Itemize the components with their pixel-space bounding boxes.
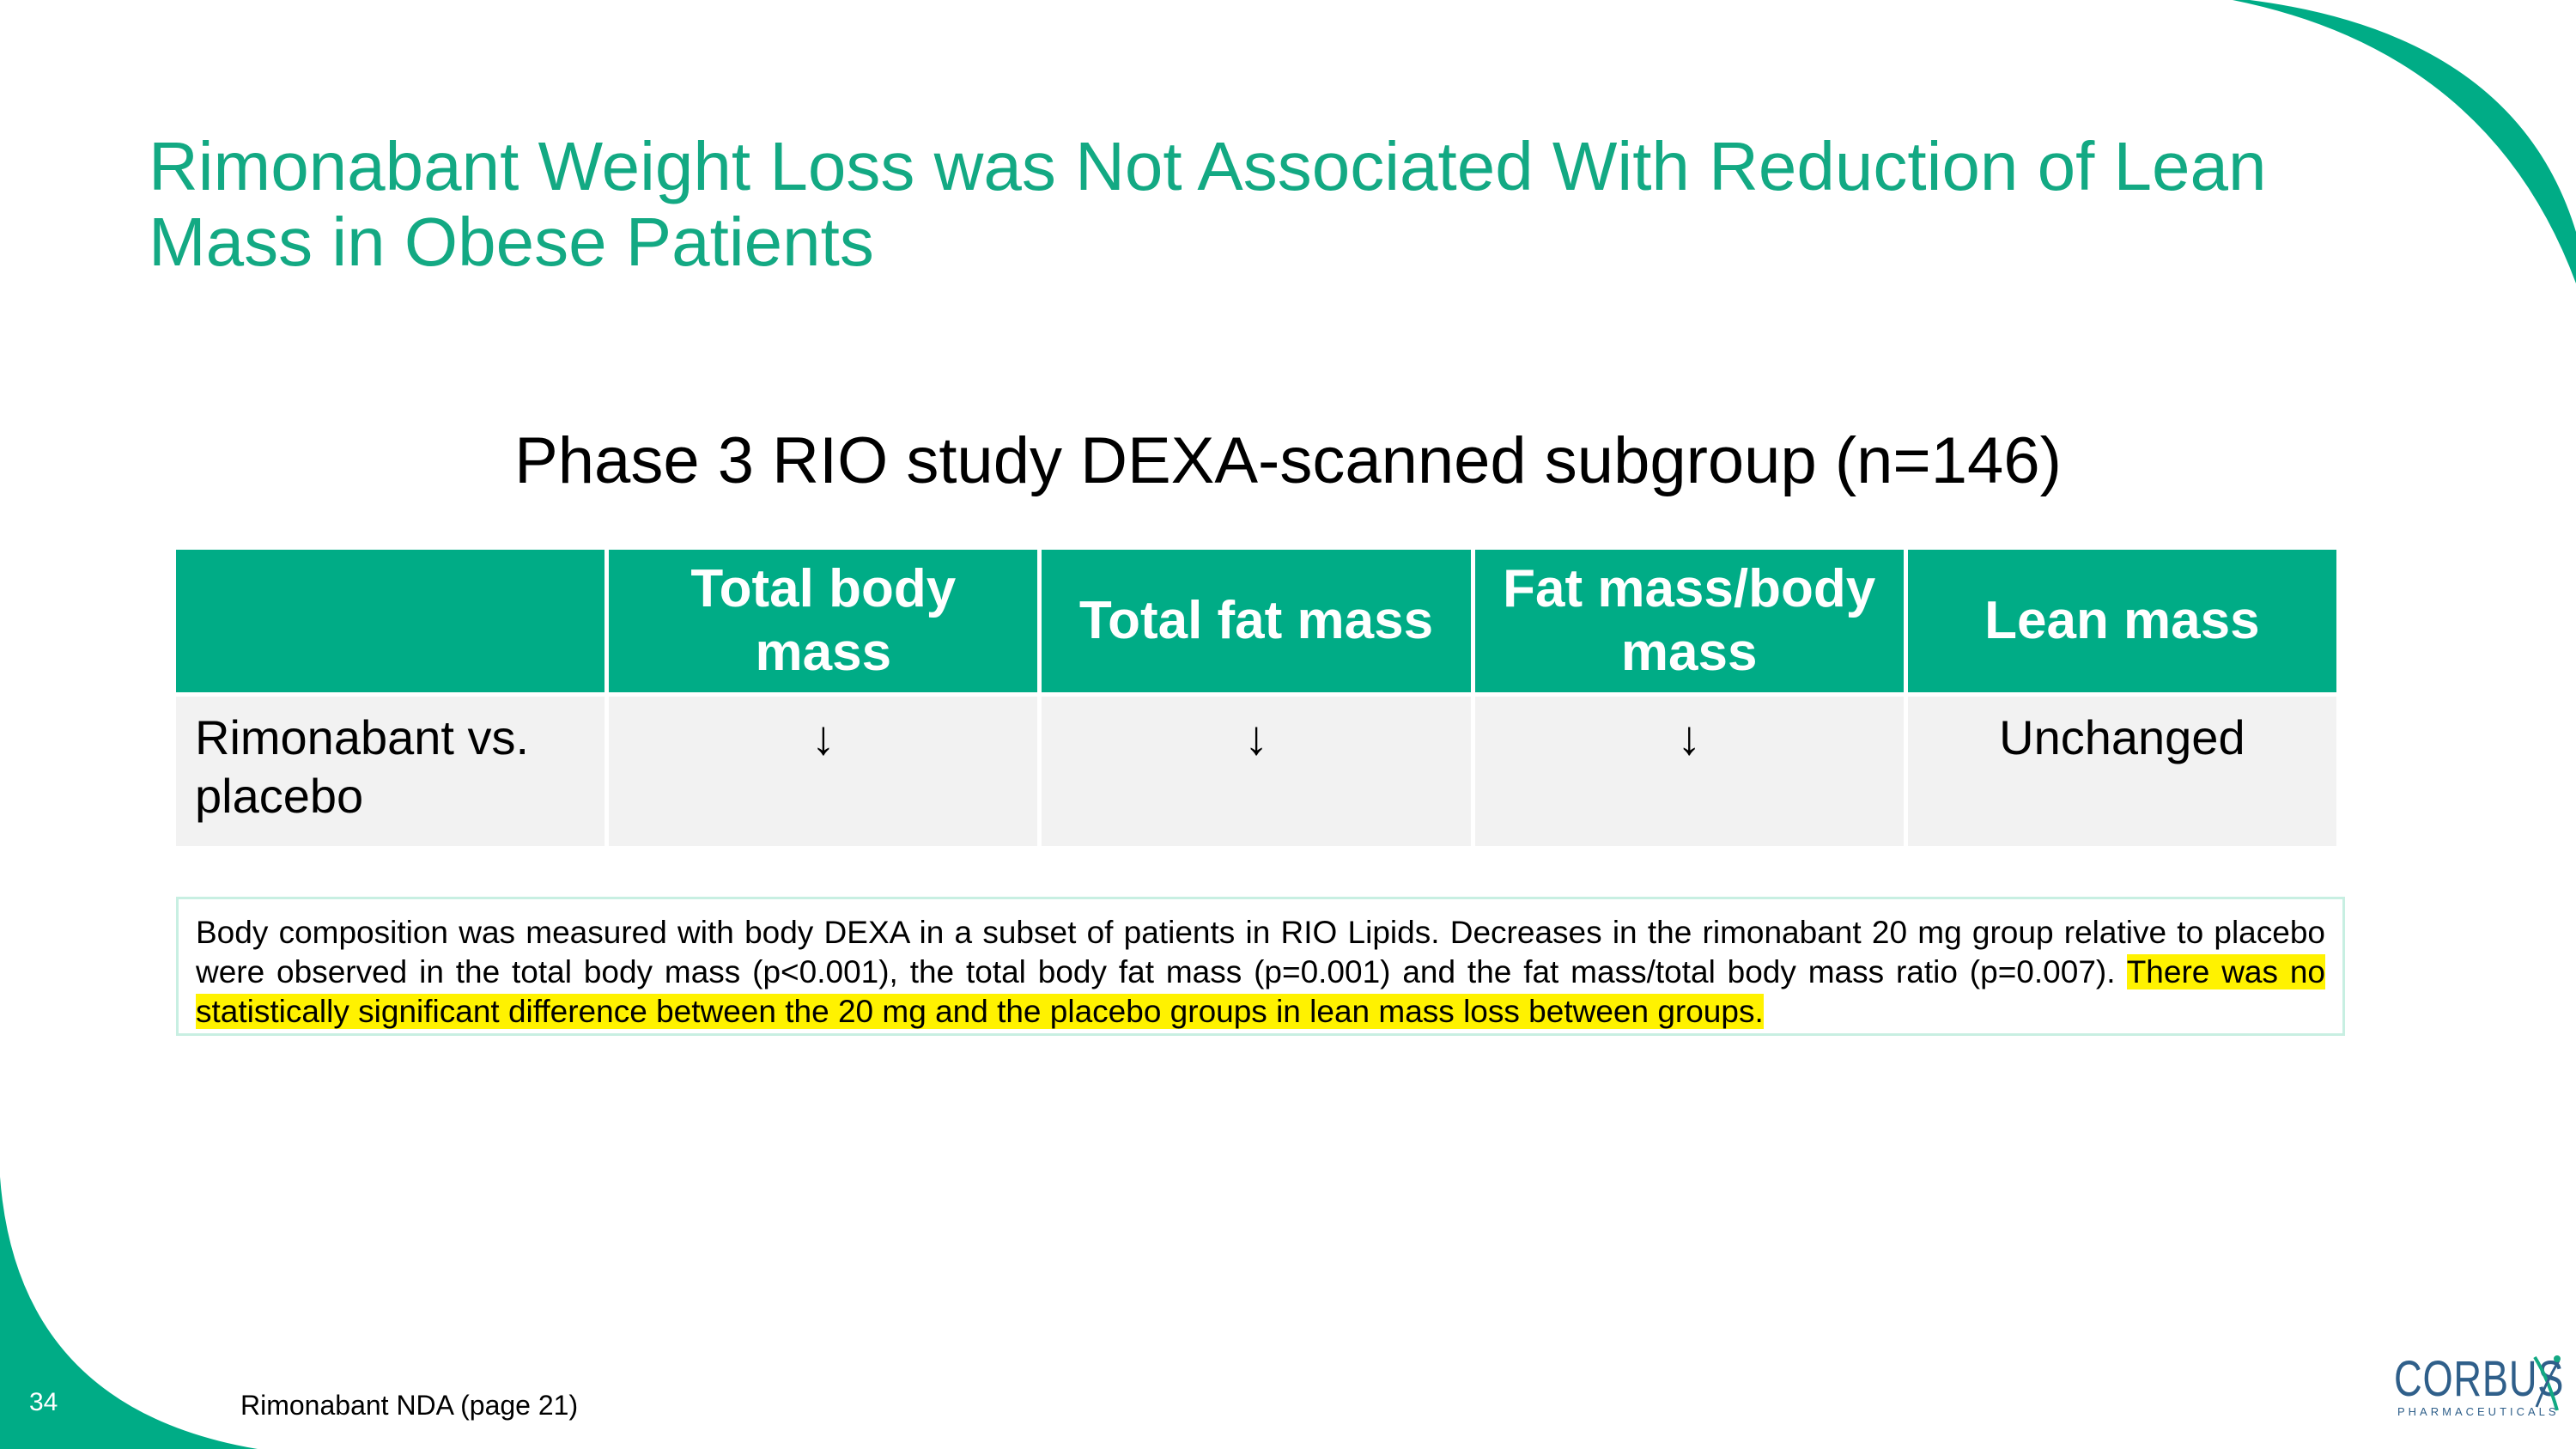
bottom-left-arc xyxy=(0,1177,258,1449)
corbus-x-mark-icon xyxy=(2533,1355,2561,1411)
logo-tagline: PHARMACEUTICALS xyxy=(2397,1405,2560,1418)
header-lean-mass: Lean mass xyxy=(1903,545,2342,697)
header-total-fat-mass: Total fat mass xyxy=(1037,545,1475,697)
page-number: 34 xyxy=(29,1388,58,1416)
slide-title: Rimonabant Weight Loss was Not Associate… xyxy=(149,128,2267,280)
down-arrow-icon: ↓ xyxy=(1037,692,1475,850)
corbus-logo: CORBUS PHARMACEUTICALS xyxy=(2387,1350,2567,1428)
row-label: Rimonabant vs. placebo xyxy=(171,692,610,850)
note-text: Body composition was measured with body … xyxy=(196,915,2325,989)
down-arrow-icon: ↓ xyxy=(605,692,1042,850)
table-heading: Phase 3 RIO study DEXA-scanned subgroup … xyxy=(0,423,2576,500)
down-arrow-icon: ↓ xyxy=(1470,692,1908,850)
study-note: Body composition was measured with body … xyxy=(176,897,2345,1036)
header-empty xyxy=(171,545,610,697)
table-heading-text: Phase 3 RIO study DEXA-scanned subgroup … xyxy=(514,424,2062,497)
table-row: Rimonabant vs. placebo ↓ ↓ ↓ Unchanged xyxy=(171,692,2342,850)
lean-mass-result: Unchanged xyxy=(1903,692,2342,850)
results-table: Total body mass Total fat mass Fat mass/… xyxy=(171,545,2342,850)
table-header-row: Total body mass Total fat mass Fat mass/… xyxy=(171,545,2342,697)
top-right-arc xyxy=(2233,0,2576,283)
source-footnote: Rimonabant NDA (page 21) xyxy=(240,1390,579,1421)
header-total-body-mass: Total body mass xyxy=(605,545,1042,697)
header-fat-mass-body-mass: Fat mass/body mass xyxy=(1470,545,1908,697)
